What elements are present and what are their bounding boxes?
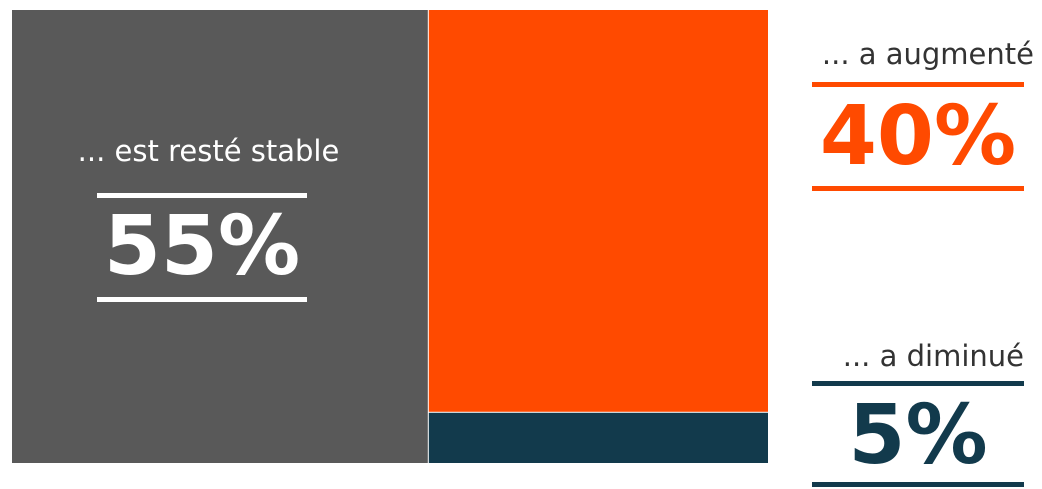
tile-decreased (428, 412, 768, 463)
decreased-rule-bottom (812, 482, 1024, 487)
decreased-value-label: 5% (848, 388, 988, 483)
increased-rule-bottom (812, 186, 1024, 191)
decreased-rule-top (812, 381, 1024, 386)
stable-rule-bottom (97, 297, 307, 302)
stable-caption: ... est resté stable (77, 134, 340, 168)
increased-rule-top (812, 82, 1024, 87)
tile-increased (428, 10, 768, 412)
stable-value-label: 55% (103, 199, 301, 294)
decreased-caption: ... a diminué (842, 339, 1024, 373)
increased-caption: ... a augmenté (821, 37, 1034, 71)
stable-rule-top (97, 193, 307, 198)
increased-value-label: 40% (819, 89, 1017, 184)
tile-stable (12, 10, 428, 463)
